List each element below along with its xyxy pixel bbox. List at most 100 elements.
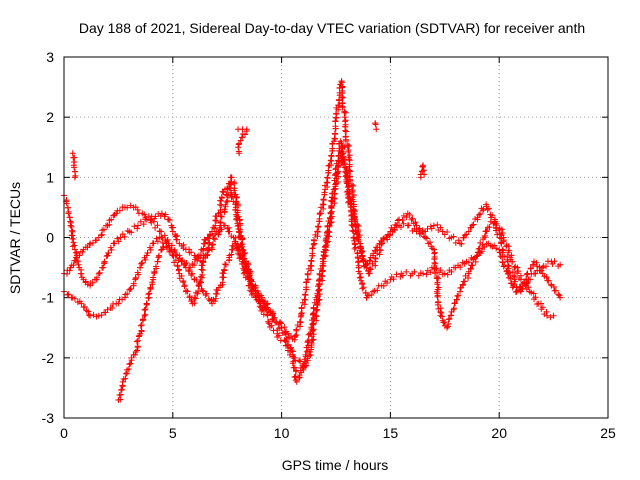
data-point-interp (301, 296, 308, 303)
data-point-interp (433, 274, 440, 281)
data-point-interp (142, 311, 149, 318)
data-point-interp (224, 197, 231, 204)
data-point-interp (455, 237, 462, 244)
data-point (517, 276, 524, 283)
data-point-interp (323, 239, 330, 246)
data-point-interp (141, 211, 148, 218)
data-point-interp (469, 222, 476, 229)
data-point-interp (197, 279, 204, 286)
data-point-interp (199, 272, 206, 279)
data-point-interp (134, 337, 141, 344)
y-axis-label: SDTVAR / TECUs (7, 182, 23, 294)
data-point-interp (506, 247, 513, 254)
data-point-interp (339, 154, 346, 161)
data-point-interp (206, 235, 213, 242)
data-point-interp (217, 207, 224, 214)
data-point-interp (154, 222, 161, 229)
data-point-interp (313, 313, 320, 320)
data-point-interp (308, 342, 315, 348)
data-point (450, 306, 457, 313)
data-point-interp (527, 276, 534, 283)
data-point-interp (455, 292, 462, 299)
data-point-interp (355, 259, 362, 266)
data-point-interp (147, 284, 154, 291)
data-point-interp (397, 224, 404, 231)
data-point (300, 366, 307, 373)
data-point-interp (377, 247, 384, 254)
data-point-interp (227, 174, 234, 181)
y-tick-label: 0 (46, 230, 54, 246)
data-point-interp (161, 232, 168, 239)
data-point-interp (525, 284, 532, 291)
data-point-interp (122, 375, 129, 382)
data-point-interp (212, 222, 219, 229)
data-point-interp (200, 240, 207, 247)
data-point-interp (142, 306, 149, 313)
data-point-interp (321, 189, 328, 196)
data-point-interp (138, 260, 145, 267)
data-point-interp (116, 207, 123, 214)
data-point-interp (397, 273, 404, 280)
data-point-interp (309, 327, 316, 334)
data-point-interp (148, 219, 155, 226)
data-point-interp (132, 274, 139, 281)
data-point-interp (479, 207, 486, 214)
data-point-interp (314, 293, 321, 300)
data-point-interp (221, 266, 228, 273)
data-point-interp (125, 365, 132, 372)
data-point (104, 306, 111, 313)
data-point (67, 222, 74, 229)
data-point-interp (528, 289, 535, 296)
data-point-interp (489, 212, 496, 219)
data-point-interp (311, 237, 318, 244)
data-point-interp (465, 259, 472, 266)
data-point-interp (176, 252, 183, 259)
data-point-interp (281, 324, 288, 331)
data-point-interp (324, 175, 331, 182)
data-point-interp (354, 254, 361, 261)
x-tick-labels: 0 5 10 15 20 25 (60, 425, 616, 441)
data-point-interp (240, 256, 247, 263)
data-point-interp (219, 279, 226, 286)
data-point-interp (316, 281, 323, 288)
data-point-interp (233, 216, 240, 223)
data-point-interp (458, 240, 465, 247)
data-point-interp (221, 208, 228, 215)
data-point-interp (170, 252, 177, 259)
data-point-interp (338, 79, 345, 86)
data-point-interp (197, 252, 204, 259)
data-point-interp (153, 265, 160, 272)
data-point (496, 246, 503, 253)
data-point-interp (243, 128, 250, 135)
data-point-interp (461, 232, 468, 239)
data-point-interp (95, 270, 102, 277)
data-point-interp (66, 214, 73, 221)
data-point-interp (434, 221, 441, 228)
x-tick-label: 15 (383, 425, 399, 441)
data-point-interp (493, 220, 500, 227)
data-point (224, 192, 231, 199)
data-point-interp (218, 194, 225, 201)
data-point-interp (209, 241, 216, 248)
data-point-interp (143, 300, 150, 307)
data-point-interp (435, 275, 442, 282)
data-point-interp (237, 241, 244, 248)
data-point-interp (357, 240, 364, 247)
data-point-interp (346, 143, 353, 150)
data-point-interp (427, 269, 434, 276)
data-point-interp (229, 193, 236, 200)
data-point-interp (226, 185, 233, 192)
data-point-interp (346, 198, 353, 205)
data-point-interp (366, 270, 373, 277)
data-point-interp (325, 162, 332, 169)
data-point-interp (319, 268, 326, 275)
data-point-interp (316, 210, 323, 217)
data-point-interp (158, 228, 165, 235)
data-point-interp (380, 235, 387, 242)
data-point-interp (408, 216, 415, 223)
data-point-interp (478, 248, 485, 255)
data-point-interp (309, 245, 316, 252)
data-point-interp (192, 295, 199, 302)
data-point-interp (551, 258, 558, 265)
